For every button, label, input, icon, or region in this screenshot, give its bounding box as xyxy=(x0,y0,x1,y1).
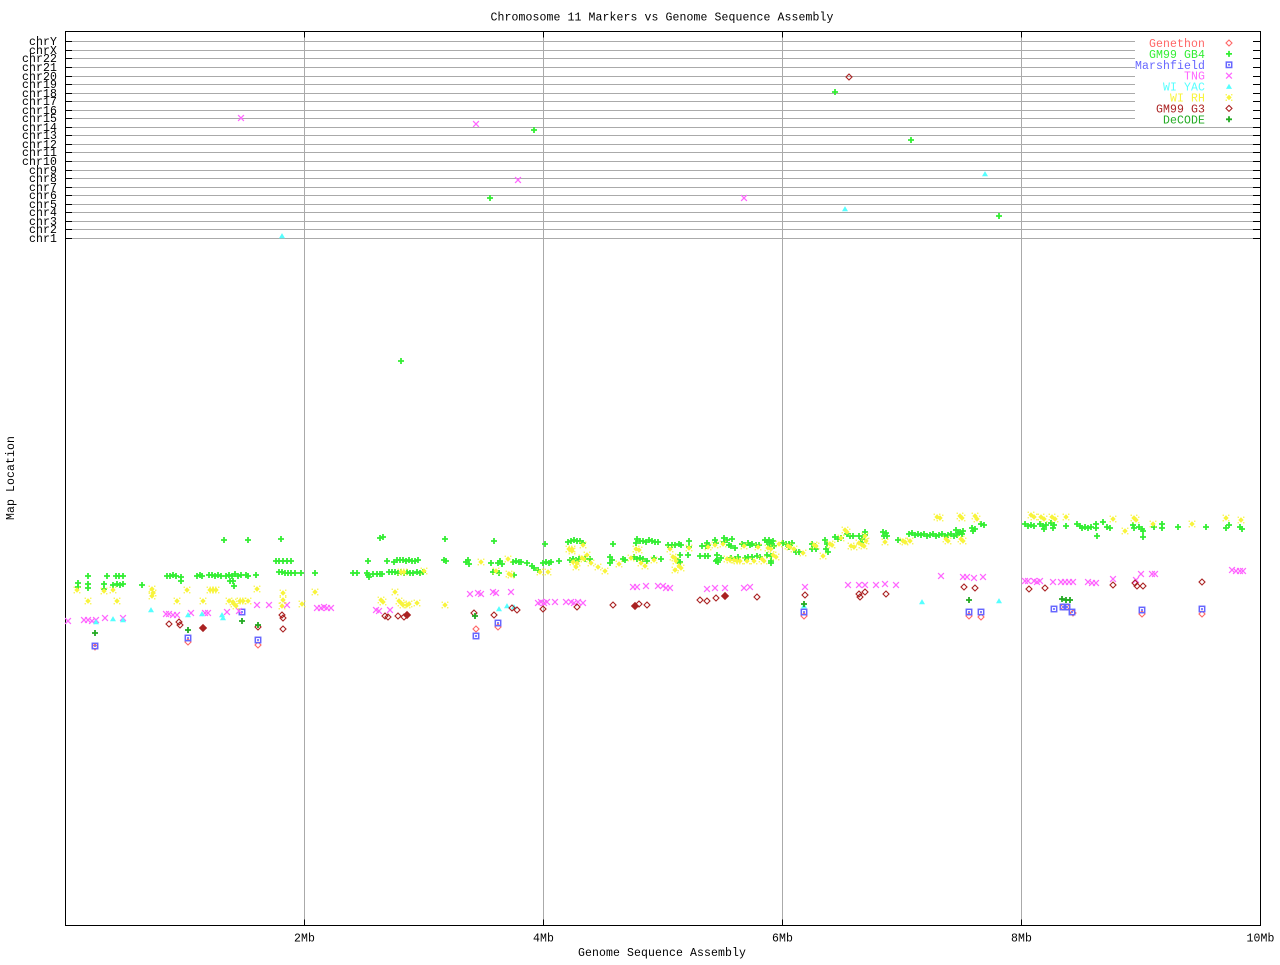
svg-text:Genome Sequence Assembly: Genome Sequence Assembly xyxy=(578,947,746,960)
svg-text:chr9: chr9 xyxy=(29,165,57,178)
svg-text:chr17: chr17 xyxy=(22,96,57,109)
svg-text:chr7: chr7 xyxy=(29,182,57,195)
svg-text:chr15: chr15 xyxy=(22,113,57,126)
svg-text:chr14: chr14 xyxy=(22,122,57,135)
svg-text:Genethon: Genethon xyxy=(1149,38,1205,51)
svg-text:chr4: chr4 xyxy=(29,207,57,220)
svg-text:chr3: chr3 xyxy=(29,216,57,229)
svg-text:chr5: chr5 xyxy=(29,199,57,212)
svg-text:chr20: chr20 xyxy=(22,71,57,84)
svg-text:chrX: chrX xyxy=(29,45,57,58)
svg-text:chr10: chr10 xyxy=(22,156,57,169)
svg-text:chr6: chr6 xyxy=(29,190,57,203)
svg-text:chr11: chr11 xyxy=(22,147,57,160)
svg-text:GM99 G3: GM99 G3 xyxy=(1156,103,1205,116)
svg-text:chrY: chrY xyxy=(29,36,57,49)
svg-text:WI RH: WI RH xyxy=(1170,93,1205,106)
svg-text:2Mb: 2Mb xyxy=(294,933,315,946)
svg-text:chr18: chr18 xyxy=(22,88,57,101)
svg-text:4Mb: 4Mb xyxy=(533,933,554,946)
svg-text:DeCODE: DeCODE xyxy=(1163,114,1205,127)
svg-text:GM99 GB4: GM99 GB4 xyxy=(1149,49,1205,62)
svg-text:8Mb: 8Mb xyxy=(1011,933,1032,946)
svg-text:chr1: chr1 xyxy=(29,233,57,246)
svg-text:chr8: chr8 xyxy=(29,173,57,186)
svg-text:chr12: chr12 xyxy=(22,139,57,152)
svg-text:chr22: chr22 xyxy=(22,53,57,66)
svg-text:TNG: TNG xyxy=(1184,71,1205,84)
svg-text:chr21: chr21 xyxy=(22,62,57,75)
svg-text:chr19: chr19 xyxy=(22,79,57,92)
svg-text:10Mb: 10Mb xyxy=(1246,933,1274,946)
svg-text:6Mb: 6Mb xyxy=(772,933,793,946)
svg-text:WI YAC: WI YAC xyxy=(1163,82,1205,95)
svg-text:chr2: chr2 xyxy=(29,224,57,237)
svg-text:Chromosome 11 Markers vs Genom: Chromosome 11 Markers vs Genome Sequence… xyxy=(490,12,833,25)
svg-text:chr16: chr16 xyxy=(22,105,57,118)
svg-text:Map Location: Map Location xyxy=(5,436,18,520)
svg-text:chr13: chr13 xyxy=(22,130,57,143)
svg-text:Marshfield: Marshfield xyxy=(1135,60,1205,73)
